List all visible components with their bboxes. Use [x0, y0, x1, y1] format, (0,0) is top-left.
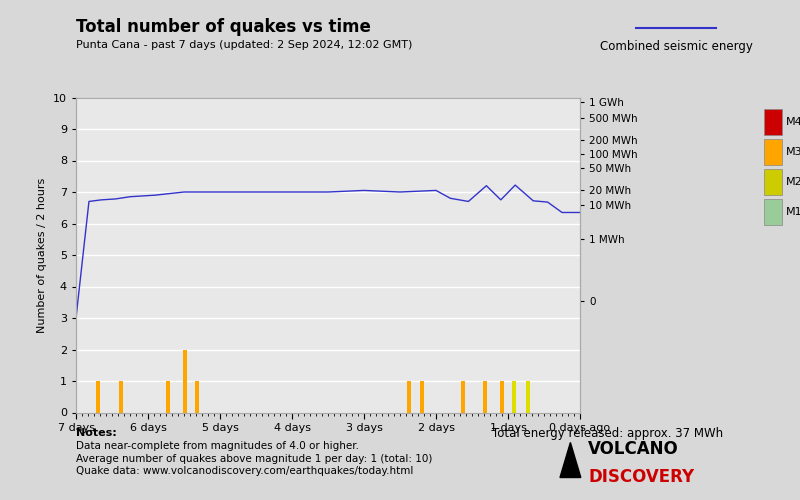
Text: Data near-complete from magnitudes of 4.0 or higher.: Data near-complete from magnitudes of 4.… — [76, 441, 359, 451]
Text: Total number of quakes vs time: Total number of quakes vs time — [76, 18, 371, 36]
Y-axis label: Number of quakes / 2 hours: Number of quakes / 2 hours — [38, 178, 47, 332]
Bar — [483, 381, 487, 412]
Text: DISCOVERY: DISCOVERY — [588, 468, 694, 485]
Text: Notes:: Notes: — [76, 428, 117, 438]
Text: M3: M3 — [786, 147, 800, 157]
Bar — [96, 381, 99, 412]
Text: M4: M4 — [786, 117, 800, 127]
Text: Punta Cana - past 7 days (updated: 2 Sep 2024, 12:02 GMT): Punta Cana - past 7 days (updated: 2 Sep… — [76, 40, 412, 50]
Text: M2: M2 — [786, 177, 800, 187]
Text: Combined seismic energy: Combined seismic energy — [599, 40, 753, 53]
Bar — [500, 381, 504, 412]
Bar — [512, 381, 516, 412]
Text: VOLCANO: VOLCANO — [588, 440, 678, 458]
Text: Quake data: www.volcanodiscovery.com/earthquakes/today.html: Quake data: www.volcanodiscovery.com/ear… — [76, 466, 414, 476]
Text: M1: M1 — [786, 207, 800, 217]
Bar — [462, 381, 466, 412]
Bar — [420, 381, 423, 412]
Text: Average number of quakes above magnitude 1 per day: 1 (total: 10): Average number of quakes above magnitude… — [76, 454, 432, 464]
Bar — [118, 381, 122, 412]
Bar — [183, 350, 187, 412]
Bar — [195, 381, 199, 412]
Bar — [406, 381, 410, 412]
Bar — [166, 381, 170, 412]
Text: Total energy released: approx. 37 MWh: Total energy released: approx. 37 MWh — [492, 428, 723, 440]
Bar — [526, 381, 530, 412]
